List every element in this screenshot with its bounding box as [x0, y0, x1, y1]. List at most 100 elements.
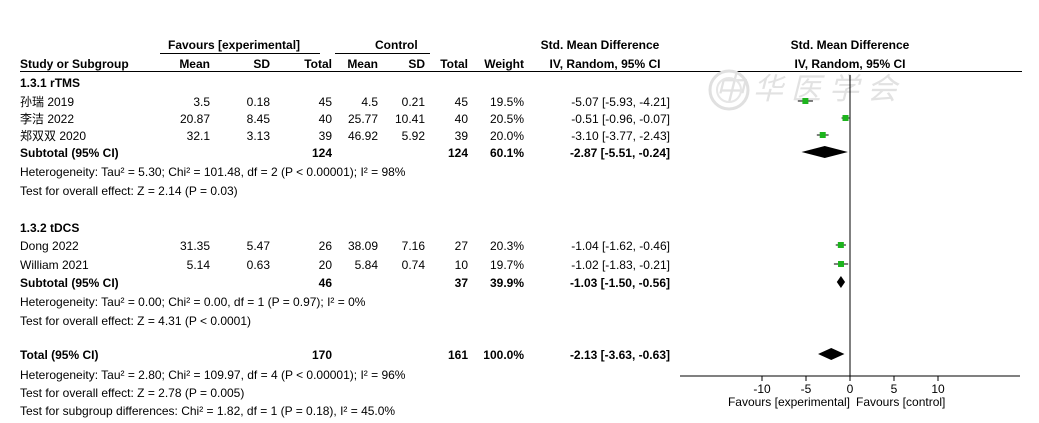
- subgroup-title: 1.3.1 rTMS: [20, 76, 81, 90]
- study-point: [838, 261, 845, 267]
- header-sd-c: SD: [408, 57, 425, 71]
- mean-c: 5.84: [354, 258, 378, 272]
- header-total-e: Total: [304, 57, 332, 71]
- total-c: 40: [454, 112, 468, 126]
- header-group-experimental: Favours [experimental]: [168, 38, 301, 52]
- header-method-table: IV, Random, 95% CI: [549, 57, 661, 71]
- subtotal-weight: 60.1%: [489, 146, 524, 160]
- sd-c: 7.16: [401, 239, 425, 253]
- study-name: Dong 2022: [20, 239, 79, 253]
- mean-c: 46.92: [347, 129, 378, 143]
- sd-e: 0.63: [246, 258, 270, 272]
- sd-e: 5.47: [246, 239, 270, 253]
- header-method-plot: IV, Random, 95% CI: [794, 57, 906, 71]
- total-c: 45: [454, 95, 468, 109]
- total-e: 39: [318, 129, 332, 143]
- ci: -1.04 [-1.62, -0.46]: [571, 239, 670, 253]
- ci: -1.02 [-1.83, -0.21]: [571, 258, 670, 272]
- weight: 20.3%: [489, 239, 524, 253]
- summary-diamond: [818, 348, 845, 360]
- total-e: 45: [318, 95, 332, 109]
- study-point: [802, 98, 809, 104]
- header-weight: Weight: [484, 57, 524, 71]
- sd-e: 0.18: [246, 95, 270, 109]
- sd-c: 0.21: [401, 95, 425, 109]
- x-tick-label: -10: [753, 382, 771, 396]
- weight: 19.5%: [489, 95, 524, 109]
- xlabel-left: Favours [experimental]: [727, 395, 850, 409]
- x-tick-label: 10: [931, 382, 945, 396]
- total-label: Total (95% CI): [20, 348, 99, 362]
- study-point: [842, 115, 849, 121]
- mean-c: 25.77: [347, 112, 378, 126]
- mean-e: 20.87: [179, 112, 210, 126]
- header-total-c: Total: [440, 57, 468, 71]
- sd-e: 8.45: [246, 112, 270, 126]
- weight: 20.5%: [489, 112, 524, 126]
- subtotal-total-c: 124: [447, 146, 468, 160]
- heterogeneity-text: Heterogeneity: Tau² = 2.80; Chi² = 109.9…: [20, 368, 406, 382]
- total-e: 40: [318, 112, 332, 126]
- total-weight: 100.0%: [483, 348, 524, 362]
- subgroup-differences-text: Test for subgroup differences: Chi² = 1.…: [20, 404, 396, 418]
- heterogeneity-text: Heterogeneity: Tau² = 0.00; Chi² = 0.00,…: [20, 295, 366, 309]
- watermark-seal: [708, 69, 750, 111]
- summary-diamond: [801, 146, 848, 158]
- subtotal-total-c: 37: [454, 276, 468, 290]
- subtotal-total-e: 124: [311, 146, 332, 160]
- total-total-e: 170: [311, 348, 332, 362]
- sd-c: 0.74: [401, 258, 425, 272]
- total-c: 39: [454, 129, 468, 143]
- sd-e: 3.13: [246, 129, 270, 143]
- mean-c: 38.09: [347, 239, 378, 253]
- subtotal-total-e: 46: [318, 276, 332, 290]
- subgroup-title: 1.3.2 tDCS: [20, 221, 80, 235]
- watermark-seal-inner: [716, 77, 742, 103]
- mean-c: 4.5: [361, 95, 378, 109]
- header-group-control: Control: [375, 38, 418, 52]
- subtotal-ci: -1.03 [-1.50, -0.56]: [569, 276, 670, 290]
- subtotal-ci: -2.87 [-5.51, -0.24]: [569, 146, 670, 160]
- overall-effect-text: Test for overall effect: Z = 4.31 (P < 0…: [20, 314, 252, 328]
- total-ci: -2.13 [-3.63, -0.63]: [569, 348, 670, 362]
- heterogeneity-text: Heterogeneity: Tau² = 5.30; Chi² = 101.4…: [20, 165, 406, 179]
- overall-effect-text: Test for overall effect: Z = 2.78 (P = 0…: [20, 386, 245, 400]
- study-name: William 2021: [20, 258, 89, 272]
- mean-e: 32.1: [186, 129, 210, 143]
- mean-e: 31.35: [179, 239, 210, 253]
- study-name: 孙瑞 2019: [20, 95, 75, 109]
- header-smd-table: Std. Mean Difference: [540, 38, 660, 52]
- total-c: 27: [454, 239, 468, 253]
- sd-c: 5.92: [401, 129, 425, 143]
- weight: 19.7%: [489, 258, 524, 272]
- header-mean-c: Mean: [347, 57, 378, 71]
- header-study: Study or Subgroup: [20, 57, 129, 71]
- header-mean-e: Mean: [179, 57, 210, 71]
- sd-c: 10.41: [394, 112, 425, 126]
- x-tick-label: 5: [891, 382, 898, 396]
- overall-effect-text: Test for overall effect: Z = 2.14 (P = 0…: [20, 184, 238, 198]
- total-c: 10: [454, 258, 468, 272]
- x-tick-label: 0: [847, 382, 854, 396]
- mean-e: 5.14: [186, 258, 210, 272]
- rule-control: [335, 53, 430, 54]
- mean-e: 3.5: [193, 95, 210, 109]
- x-tick-label: -5: [801, 382, 812, 396]
- summary-diamond: [836, 276, 846, 288]
- study-point: [819, 132, 826, 138]
- total-total-c: 161: [447, 348, 468, 362]
- study-point: [837, 242, 844, 248]
- ci: -3.10 [-3.77, -2.43]: [571, 129, 670, 143]
- subtotal-label: Subtotal (95% CI): [20, 276, 119, 290]
- ci: -5.07 [-5.93, -4.21]: [571, 95, 670, 109]
- subtotal-weight: 39.9%: [489, 276, 524, 290]
- header-sd-e: SD: [253, 57, 270, 71]
- header-smd-plot: Std. Mean Difference: [790, 38, 910, 52]
- study-name: 李洁 2022: [20, 112, 75, 126]
- study-name: 郑双双 2020: [20, 129, 87, 143]
- xlabel-right: Favours [control]: [856, 395, 946, 409]
- rule-header: [20, 71, 1022, 72]
- weight: 20.0%: [489, 129, 524, 143]
- ci: -0.51 [-0.96, -0.07]: [571, 112, 670, 126]
